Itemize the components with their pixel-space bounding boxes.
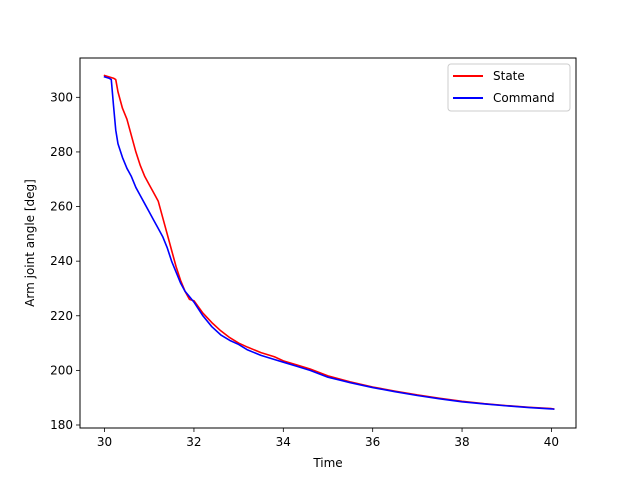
x-tick-label: 38 — [454, 435, 469, 449]
x-tick-label: 36 — [365, 435, 380, 449]
axes-frame — [79, 57, 577, 429]
y-tick-label: 280 — [50, 145, 73, 159]
x-axis-label: Time — [312, 456, 342, 470]
y-tick-label: 240 — [50, 254, 73, 268]
x-tick-label: 32 — [186, 435, 201, 449]
legend-label-command: Command — [493, 91, 555, 105]
y-tick-label: 220 — [50, 309, 73, 323]
y-tick-label: 260 — [50, 200, 73, 214]
y-tick-label: 180 — [50, 418, 73, 432]
y-tick-label: 200 — [50, 363, 73, 377]
y-tick-label: 300 — [50, 90, 73, 104]
y-axis-label: Arm joint angle [deg] — [23, 179, 37, 307]
y-axis-ticks: 180 200 220 240 260 280 300 — [50, 90, 80, 432]
series-layer — [103, 74, 555, 411]
x-tick-label: 34 — [276, 435, 291, 449]
x-tick-label: 30 — [97, 435, 112, 449]
legend-label-state: State — [493, 69, 525, 83]
legend: State Command — [447, 63, 571, 112]
series-line-command — [103, 75, 555, 411]
x-tick-label: 40 — [544, 435, 559, 449]
x-axis-ticks: 30 32 34 36 38 40 — [97, 428, 559, 449]
